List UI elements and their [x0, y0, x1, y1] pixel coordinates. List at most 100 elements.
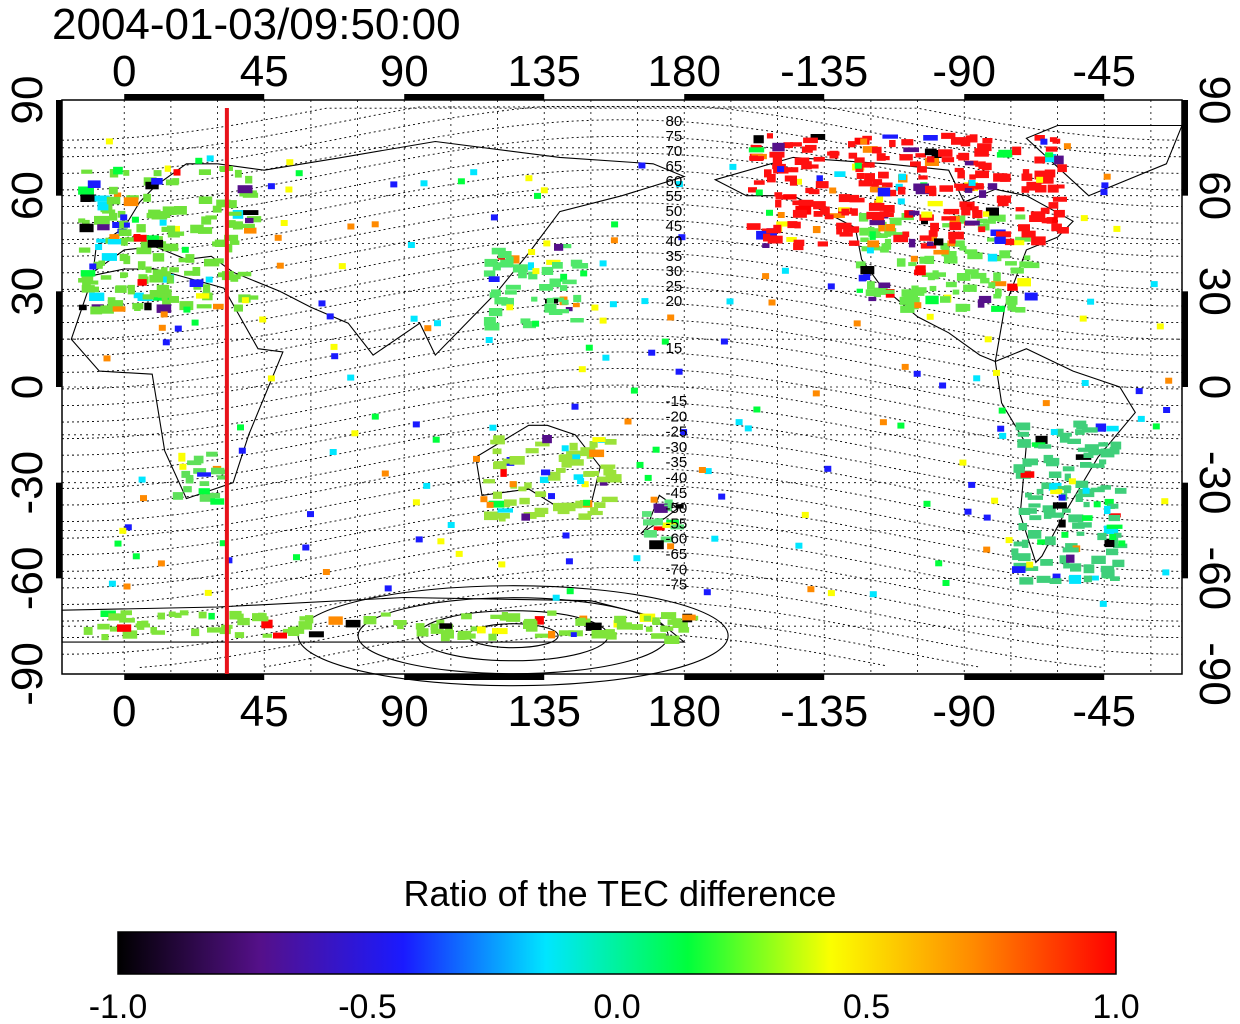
tec-cell-south-america: [1038, 444, 1052, 449]
tec-cell-north-canada: [774, 192, 783, 197]
tec-cell-south-america: [1104, 505, 1111, 515]
tec-cell-scatter: [675, 181, 683, 188]
tec-cell-europe: [78, 218, 86, 223]
tec-cell-new-zealand: [654, 506, 668, 513]
tec-cell-scatter: [160, 311, 168, 318]
tec-cell-scatter: [204, 589, 212, 596]
contour-label: 20: [666, 293, 683, 310]
tec-cell-scatter: [205, 276, 213, 283]
tec-cell-scatter: [599, 260, 607, 267]
tec-cell-antarctic-belt: [101, 634, 109, 641]
tec-cell-north-canada: [848, 152, 858, 159]
tec-cell-south-america: [1106, 524, 1123, 529]
tec-cell-scatter: [509, 481, 517, 488]
tec-cell-scatter: [225, 557, 233, 564]
tec-cell-europe: [228, 211, 242, 216]
tec-cell-north-america: [988, 282, 996, 289]
tec-cell-antarctic-belt: [436, 619, 445, 625]
tec-cell-east-asia: [483, 270, 496, 277]
tec-cell-south-america: [1019, 577, 1034, 585]
colorbar-tick-label: 1.0: [1092, 988, 1139, 1024]
tec-cell-europe: [102, 209, 116, 214]
tec-cell-europe: [213, 303, 224, 310]
tec-cell-scatter: [667, 543, 675, 550]
australia-coast: [475, 424, 601, 509]
tec-cell-antarctic-belt: [523, 620, 538, 629]
tec-cell-north-america: [951, 240, 965, 247]
tec-cell-scatter: [174, 325, 182, 332]
tec-cell-south-america: [1018, 553, 1031, 562]
right-axis-bar: [1182, 482, 1188, 579]
tec-cell-north-america: [929, 232, 937, 242]
left-lat-tick: 30: [3, 267, 52, 316]
tec-cell-north-canada: [813, 156, 825, 162]
tec-cell-scatter: [1058, 494, 1066, 501]
contour-label: 80: [666, 113, 683, 130]
tec-cell-south-america: [1052, 573, 1061, 581]
tec-cell-scatter: [322, 569, 330, 575]
tec-cell-europe: [80, 194, 91, 202]
tec-cell-south-america: [1048, 459, 1055, 464]
tec-cell-north-america: [997, 214, 1006, 222]
contour-line: [61, 401, 1183, 473]
tec-cell-north-america: [995, 288, 1002, 297]
tec-cell-europe: [245, 217, 254, 224]
tec-cell-new-zealand: [643, 519, 658, 526]
tec-cell-north-canada: [928, 230, 938, 237]
tec-cell-scatter: [1063, 143, 1071, 150]
tec-cell-europe: [214, 239, 227, 247]
tec-cell-east-asia: [552, 262, 563, 269]
tec-cell-east-asia: [531, 296, 538, 302]
tec-cell-scatter: [423, 482, 431, 489]
tec-cell-south-america: [1106, 425, 1119, 432]
tec-cell-australia: [570, 454, 580, 463]
tec-cell-europe: [109, 234, 120, 243]
tec-cell-north-america: [921, 272, 934, 277]
tec-cell-scatter: [863, 274, 871, 281]
tec-cell-australia: [603, 467, 614, 476]
tec-cell-north-america: [1019, 261, 1034, 268]
tec-cell-north-america: [993, 293, 1001, 299]
tec-cell-north-canada: [883, 205, 895, 213]
tec-cell-north-canada: [957, 170, 965, 179]
tec-cell-europe: [143, 177, 157, 186]
top-axis-bar: [964, 94, 1105, 100]
tec-cell-australia: [594, 502, 606, 508]
tec-cell-scatter: [650, 496, 658, 503]
tec-cell-north-canada: [786, 237, 797, 242]
tec-cell-scatter: [181, 246, 189, 253]
tec-cell-north-america: [945, 281, 957, 288]
tec-cell-north-canada: [1054, 155, 1064, 165]
tec-cell-scatter: [548, 493, 555, 500]
tec-cell-north-canada: [994, 236, 1006, 244]
tec-cell-scatter: [432, 436, 440, 443]
tec-cell-australia: [561, 459, 572, 468]
tec-cell-europe: [78, 247, 91, 253]
tec-cell-south-america: [1083, 564, 1095, 574]
contour-line: [61, 185, 1183, 257]
tec-cell-australia: [599, 481, 608, 486]
tec-cell-north-canada: [958, 152, 970, 161]
tec-cell-north-america: [933, 249, 949, 255]
tec-cell-north-canada: [882, 134, 898, 139]
tec-cell-antarctic-belt: [631, 624, 643, 630]
tec-cell-europe: [79, 223, 94, 233]
tec-cell-scatter: [1050, 429, 1058, 435]
tec-cell-south-america: [1015, 422, 1031, 431]
coastlines: [61, 124, 1183, 643]
tec-data-cells: [78, 132, 1173, 644]
tec-cell-north-canada: [1022, 169, 1030, 177]
tec-cell-scatter: [318, 300, 326, 307]
tec-cell-north-canada: [881, 156, 890, 161]
tec-cell-south-america: [1020, 471, 1035, 478]
right-lat-tick: -60: [1190, 547, 1239, 611]
tec-cell-europe: [245, 175, 253, 184]
tec-cell-north-canada: [1021, 186, 1030, 193]
tec-cell-south-america: [1065, 563, 1074, 569]
tec-cell-east-asia: [504, 290, 517, 295]
contour-line: [61, 152, 1183, 224]
tec-cell-scatter: [295, 170, 303, 177]
tec-cell-new-zealand: [675, 504, 684, 509]
bottom-lon-tick: 135: [508, 687, 581, 736]
